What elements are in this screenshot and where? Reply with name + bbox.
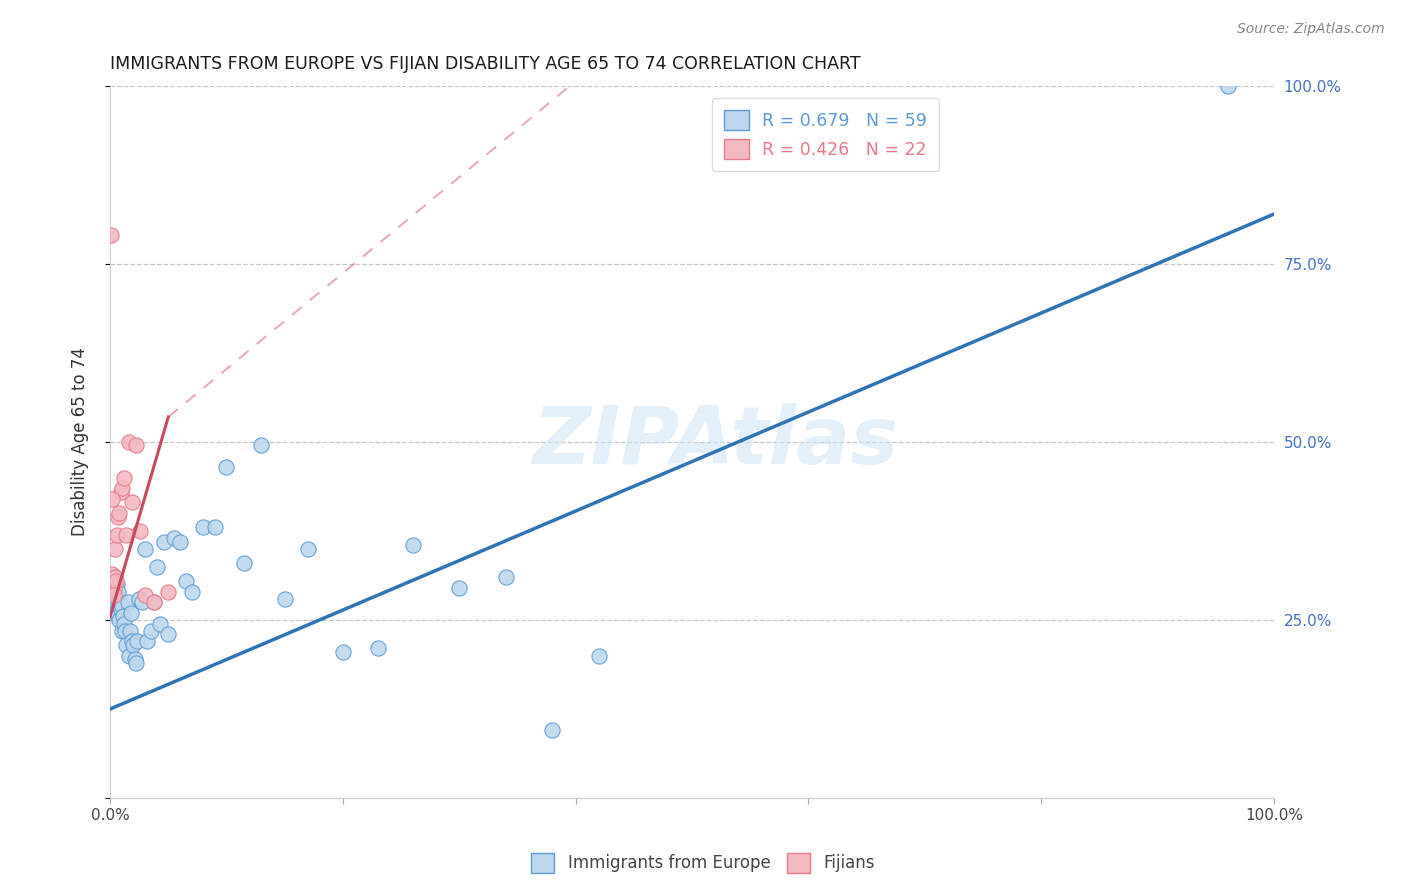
Point bbox=[111, 624, 134, 638]
Point bbox=[118, 434, 141, 449]
Point bbox=[134, 588, 156, 602]
Point bbox=[104, 541, 127, 556]
Point bbox=[157, 584, 180, 599]
Point bbox=[115, 527, 138, 541]
Point bbox=[120, 606, 142, 620]
Point bbox=[105, 577, 128, 591]
Legend: Immigrants from Europe, Fijians: Immigrants from Europe, Fijians bbox=[524, 847, 882, 880]
Legend: R = 0.679   N = 59, R = 0.426   N = 22: R = 0.679 N = 59, R = 0.426 N = 22 bbox=[711, 98, 939, 171]
Point bbox=[122, 638, 145, 652]
Point bbox=[115, 638, 138, 652]
Point bbox=[105, 527, 128, 541]
Point bbox=[103, 581, 125, 595]
Point bbox=[588, 648, 610, 663]
Point bbox=[125, 656, 148, 670]
Point bbox=[117, 595, 139, 609]
Point bbox=[100, 577, 122, 591]
Point bbox=[111, 609, 134, 624]
Point bbox=[107, 609, 129, 624]
Point bbox=[100, 591, 122, 606]
Point bbox=[134, 541, 156, 556]
Point bbox=[128, 591, 150, 606]
Point bbox=[108, 595, 131, 609]
Point bbox=[104, 570, 127, 584]
Point bbox=[152, 534, 174, 549]
Point bbox=[136, 634, 159, 648]
Point bbox=[112, 616, 135, 631]
Point bbox=[174, 574, 197, 588]
Point bbox=[103, 599, 125, 613]
Point bbox=[104, 595, 127, 609]
Point bbox=[273, 591, 295, 606]
Point bbox=[367, 641, 389, 656]
Point bbox=[112, 470, 135, 484]
Point bbox=[118, 648, 141, 663]
Point bbox=[297, 541, 319, 556]
Point bbox=[104, 588, 127, 602]
Point bbox=[139, 624, 162, 638]
Point bbox=[163, 531, 186, 545]
Point bbox=[143, 595, 166, 609]
Point bbox=[108, 613, 131, 627]
Point bbox=[169, 534, 191, 549]
Point bbox=[108, 506, 131, 520]
Point bbox=[100, 228, 122, 243]
Point bbox=[103, 570, 125, 584]
Point bbox=[125, 634, 148, 648]
Point bbox=[110, 602, 132, 616]
Point bbox=[157, 627, 180, 641]
Point bbox=[125, 438, 148, 452]
Point bbox=[541, 723, 564, 738]
Point bbox=[107, 509, 129, 524]
Point bbox=[111, 599, 134, 613]
Point bbox=[180, 584, 202, 599]
Text: IMMIGRANTS FROM EUROPE VS FIJIAN DISABILITY AGE 65 TO 74 CORRELATION CHART: IMMIGRANTS FROM EUROPE VS FIJIAN DISABIL… bbox=[110, 55, 860, 73]
Point bbox=[131, 595, 153, 609]
Point bbox=[402, 538, 425, 552]
Point bbox=[104, 606, 127, 620]
Point bbox=[149, 616, 172, 631]
Point bbox=[105, 602, 128, 616]
Point bbox=[111, 481, 134, 495]
Point bbox=[232, 556, 254, 570]
Point bbox=[204, 520, 226, 534]
Point bbox=[110, 484, 132, 499]
Point bbox=[103, 588, 125, 602]
Point bbox=[143, 595, 166, 609]
Text: Source: ZipAtlas.com: Source: ZipAtlas.com bbox=[1237, 22, 1385, 37]
Point bbox=[449, 581, 471, 595]
Y-axis label: Disability Age 65 to 74: Disability Age 65 to 74 bbox=[72, 348, 89, 536]
Point bbox=[129, 524, 152, 538]
Point bbox=[104, 581, 127, 595]
Point bbox=[193, 520, 215, 534]
Point bbox=[215, 459, 238, 474]
Point bbox=[124, 652, 146, 666]
Point bbox=[101, 581, 124, 595]
Point bbox=[104, 574, 127, 588]
Point bbox=[101, 566, 124, 581]
Point bbox=[121, 495, 143, 509]
Point bbox=[495, 570, 517, 584]
Point bbox=[1216, 78, 1239, 93]
Point bbox=[107, 584, 129, 599]
Point bbox=[332, 645, 354, 659]
Point bbox=[145, 559, 167, 574]
Point bbox=[114, 624, 136, 638]
Point bbox=[250, 438, 273, 452]
Point bbox=[118, 624, 141, 638]
Text: ZIPAtlas: ZIPAtlas bbox=[533, 403, 898, 481]
Point bbox=[121, 634, 143, 648]
Point bbox=[101, 491, 124, 506]
